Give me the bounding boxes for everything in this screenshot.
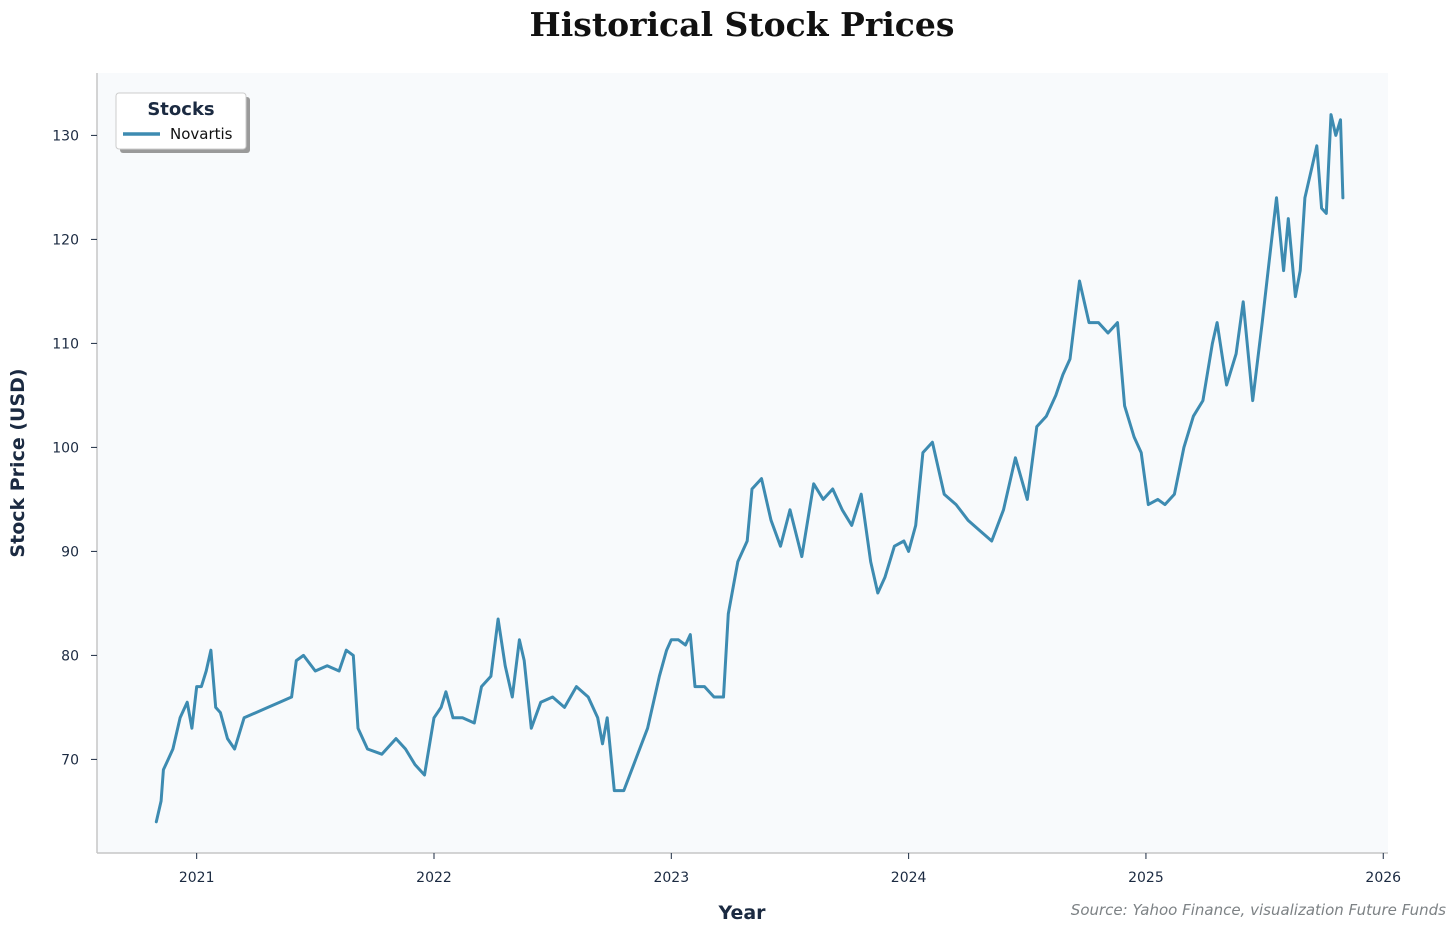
x-tick-label: 2023: [653, 870, 689, 886]
y-tick-label: 100: [52, 440, 79, 456]
y-tick-label: 130: [52, 128, 79, 144]
chart-title: Historical Stock Prices: [530, 5, 955, 44]
y-axis-title: Stock Price (USD): [7, 368, 29, 557]
y-tick-label: 70: [61, 752, 79, 768]
y-tick-label: 90: [61, 544, 79, 560]
legend: Stocks Novartis: [115, 92, 250, 153]
x-axis-title: Year: [717, 902, 766, 924]
plot-area: [97, 73, 1388, 853]
x-tick-label: 2024: [891, 870, 927, 886]
y-tick-label: 80: [61, 648, 79, 664]
x-tick-label: 2021: [179, 870, 215, 886]
x-tick-label: 2025: [1128, 870, 1164, 886]
x-tick-label: 2022: [416, 870, 452, 886]
y-axis-ticks: 70 80 90 100 110 120 130: [52, 128, 97, 768]
x-axis-ticks: 2021 2022 2023 2024 2025 2026: [179, 853, 1401, 886]
legend-label-novartis: Novartis: [170, 125, 233, 143]
x-tick-label: 2026: [1365, 870, 1401, 886]
y-tick-label: 110: [52, 336, 79, 352]
y-tick-label: 120: [52, 232, 79, 248]
novartis-price-line: [154, 113, 1345, 824]
legend-title: Stocks: [147, 99, 214, 120]
source-note: Source: Yahoo Finance, visualization Fut…: [1071, 901, 1446, 919]
